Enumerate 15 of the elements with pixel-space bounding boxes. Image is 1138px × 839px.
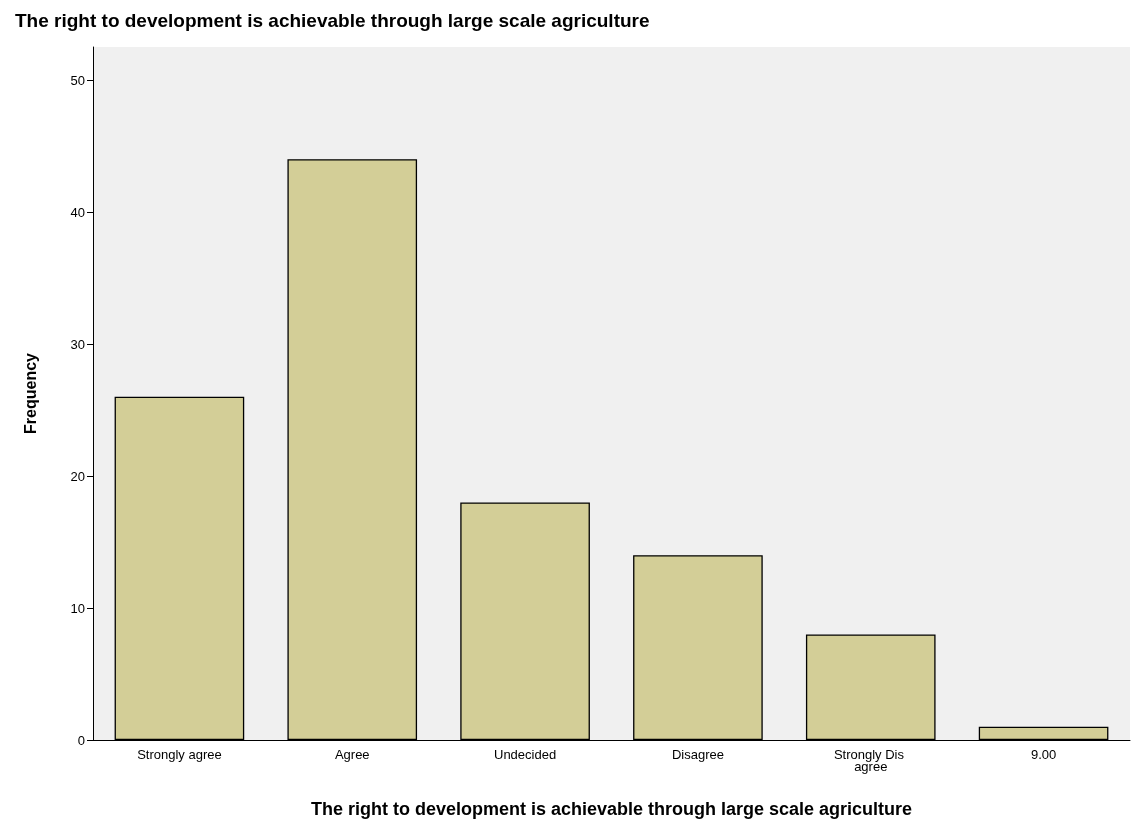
y-axis-title: Frequency xyxy=(21,352,39,434)
x-tick-label: Undecided xyxy=(494,746,557,762)
y-tick-label: 30 xyxy=(70,336,85,352)
y-tick-label: 50 xyxy=(70,72,85,88)
chart-title: The right to development is achievable through large scale agriculture xyxy=(15,10,650,31)
y-tick-label: 0 xyxy=(77,732,85,748)
x-tick-label: Disagree xyxy=(671,746,724,762)
x-tick-label: Strongly Dis agree xyxy=(833,746,908,774)
x-tick-label: Agree xyxy=(334,746,370,762)
x-tick-label: 9.00 xyxy=(1030,746,1057,762)
y-tick-label: 10 xyxy=(70,600,85,616)
y-tick-label: 40 xyxy=(70,204,85,220)
x-axis-title: The right to development is achievable through large scale agriculture xyxy=(310,799,913,819)
y-tick-label: 20 xyxy=(70,468,85,484)
x-tick-label: Strongly agree xyxy=(137,746,222,762)
